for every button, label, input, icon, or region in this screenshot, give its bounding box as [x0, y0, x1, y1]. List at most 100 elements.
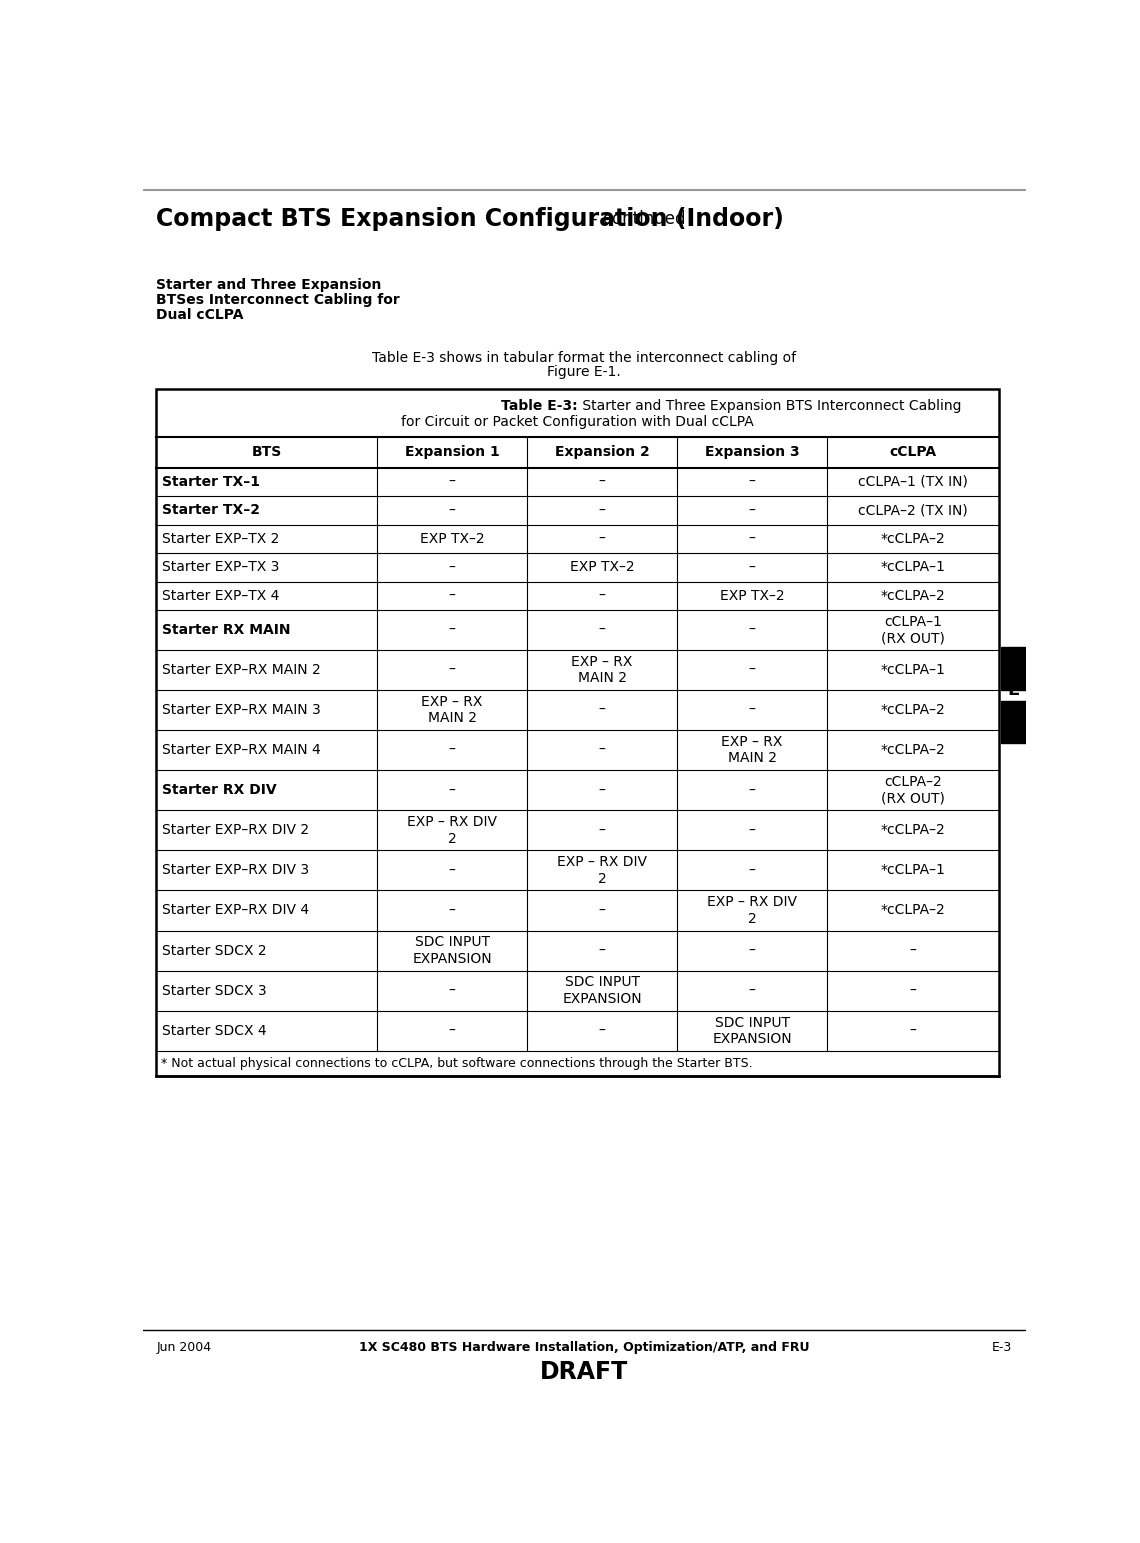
Text: –: –	[910, 943, 917, 958]
Text: –: –	[749, 475, 756, 489]
Bar	[156, 389, 999, 1075]
Text: Starter EXP–TX 3: Starter EXP–TX 3	[162, 560, 279, 574]
Text: –: –	[749, 623, 756, 637]
Text: –: –	[449, 904, 456, 918]
Text: –: –	[598, 943, 605, 958]
Text: –: –	[449, 623, 456, 637]
Text: *cCLPA–1: *cCLPA–1	[880, 560, 945, 574]
Text: –: –	[749, 864, 756, 878]
Text: EXP TX–2: EXP TX–2	[570, 560, 634, 574]
Text: cCLPA–2 (TX IN): cCLPA–2 (TX IN)	[858, 503, 968, 517]
Text: Starter and Three Expansion: Starter and Three Expansion	[156, 278, 382, 292]
Text: EXP – RX
MAIN 2: EXP – RX MAIN 2	[722, 736, 783, 765]
Text: *cCLPA–1: *cCLPA–1	[880, 864, 945, 878]
Text: Starter SDCX 2: Starter SDCX 2	[162, 943, 267, 958]
Text: –: –	[449, 784, 456, 798]
Text: E-3: E-3	[992, 1341, 1012, 1353]
Text: –: –	[449, 560, 456, 574]
Text: cCLPA–1 (TX IN): cCLPA–1 (TX IN)	[858, 475, 968, 489]
Text: Table E-3:: Table E-3:	[502, 400, 578, 414]
Text: cCLPA–2
(RX OUT): cCLPA–2 (RX OUT)	[881, 775, 945, 805]
Text: for Circuit or Packet Configuration with Dual cCLPA: for Circuit or Packet Configuration with…	[401, 415, 754, 429]
Text: Starter EXP–RX MAIN 2: Starter EXP–RX MAIN 2	[162, 663, 320, 677]
Text: Starter SDCX 4: Starter SDCX 4	[162, 1023, 267, 1037]
Text: –: –	[598, 475, 605, 489]
Text: Expansion 3: Expansion 3	[705, 446, 799, 460]
Text: EXP – RX DIV
2: EXP – RX DIV 2	[407, 815, 497, 846]
Text: Starter TX–2: Starter TX–2	[162, 503, 260, 517]
Text: cCLPA–1
(RX OUT): cCLPA–1 (RX OUT)	[881, 616, 945, 645]
Text: –: –	[598, 623, 605, 637]
Text: Starter RX DIV: Starter RX DIV	[162, 784, 277, 798]
Text: –: –	[449, 475, 456, 489]
Text: Starter EXP–RX DIV 4: Starter EXP–RX DIV 4	[162, 904, 309, 918]
Text: *cCLPA–2: *cCLPA–2	[880, 589, 945, 603]
Text: EXP – RX
MAIN 2: EXP – RX MAIN 2	[422, 696, 483, 725]
Text: Compact BTS Expansion Configuration (Indoor): Compact BTS Expansion Configuration (Ind…	[156, 207, 784, 231]
Text: Starter EXP–RX MAIN 3: Starter EXP–RX MAIN 3	[162, 704, 320, 717]
Text: Starter TX–1: Starter TX–1	[162, 475, 260, 489]
Text: DRAFT: DRAFT	[540, 1359, 628, 1384]
Text: Starter SDCX 3: Starter SDCX 3	[162, 983, 267, 998]
Text: SDC INPUT
EXPANSION: SDC INPUT EXPANSION	[712, 1015, 792, 1046]
Text: –: –	[749, 560, 756, 574]
Text: SDC INPUT
EXPANSION: SDC INPUT EXPANSION	[413, 935, 492, 966]
Text: – continued: – continued	[584, 210, 686, 228]
Text: –: –	[749, 784, 756, 798]
Text: *cCLPA–2: *cCLPA–2	[880, 532, 945, 546]
Text: BTS: BTS	[252, 446, 282, 460]
Text: Expansion 1: Expansion 1	[405, 446, 499, 460]
Text: cCLPA: cCLPA	[889, 446, 937, 460]
Text: –: –	[449, 864, 456, 878]
Text: –: –	[449, 983, 456, 998]
Bar	[1001, 647, 1026, 690]
Text: –: –	[449, 744, 456, 758]
Text: 1X SC480 BTS Hardware Installation, Optimization/ATP, and FRU: 1X SC480 BTS Hardware Installation, Opti…	[359, 1341, 809, 1353]
Text: BTSes Interconnect Cabling for: BTSes Interconnect Cabling for	[156, 293, 400, 307]
Text: –: –	[598, 704, 605, 717]
Text: *cCLPA–2: *cCLPA–2	[880, 744, 945, 758]
Text: –: –	[749, 503, 756, 517]
Text: * Not actual physical connections to cCLPA, but software connections through the: * Not actual physical connections to cCL…	[161, 1057, 752, 1069]
Text: *cCLPA–2: *cCLPA–2	[880, 824, 945, 838]
Text: Starter EXP–TX 2: Starter EXP–TX 2	[162, 532, 279, 546]
Text: Starter EXP–RX DIV 2: Starter EXP–RX DIV 2	[162, 824, 309, 838]
Text: Starter EXP–RX DIV 3: Starter EXP–RX DIV 3	[162, 864, 309, 878]
Text: –: –	[449, 663, 456, 677]
Text: –: –	[910, 1023, 917, 1037]
Text: Expansion 2: Expansion 2	[555, 446, 650, 460]
Text: Starter RX MAIN: Starter RX MAIN	[162, 623, 291, 637]
Text: *cCLPA–1: *cCLPA–1	[880, 663, 945, 677]
Text: *cCLPA–2: *cCLPA–2	[880, 904, 945, 918]
Text: –: –	[749, 704, 756, 717]
Text: E: E	[1008, 680, 1019, 699]
Text: –: –	[598, 744, 605, 758]
Text: –: –	[598, 824, 605, 838]
Text: Starter and Three Expansion BTS Interconnect Cabling: Starter and Three Expansion BTS Intercon…	[578, 400, 961, 414]
Text: –: –	[598, 589, 605, 603]
Text: –: –	[449, 1023, 456, 1037]
Text: EXP – RX DIV
2: EXP – RX DIV 2	[557, 855, 648, 886]
Text: –: –	[910, 983, 917, 998]
Text: –: –	[598, 784, 605, 798]
Text: Figure E-1.: Figure E-1.	[547, 366, 621, 380]
Text: –: –	[598, 503, 605, 517]
Bar	[1001, 701, 1026, 744]
Text: *cCLPA–2: *cCLPA–2	[880, 704, 945, 717]
Text: –: –	[749, 663, 756, 677]
Text: –: –	[749, 532, 756, 546]
Text: –: –	[449, 503, 456, 517]
Text: –: –	[749, 824, 756, 838]
Text: EXP TX–2: EXP TX–2	[420, 532, 484, 546]
Text: –: –	[598, 532, 605, 546]
Text: –: –	[749, 943, 756, 958]
Text: Dual cCLPA: Dual cCLPA	[156, 307, 244, 321]
Text: –: –	[749, 983, 756, 998]
Text: Jun 2004: Jun 2004	[156, 1341, 212, 1353]
Text: EXP – RX
MAIN 2: EXP – RX MAIN 2	[571, 656, 633, 685]
Text: EXP TX–2: EXP TX–2	[719, 589, 784, 603]
Text: –: –	[449, 589, 456, 603]
Text: Starter EXP–RX MAIN 4: Starter EXP–RX MAIN 4	[162, 744, 320, 758]
Text: Table E-3 shows in tabular format the interconnect cabling of: Table E-3 shows in tabular format the in…	[372, 352, 797, 366]
Text: SDC INPUT
EXPANSION: SDC INPUT EXPANSION	[562, 975, 642, 1006]
